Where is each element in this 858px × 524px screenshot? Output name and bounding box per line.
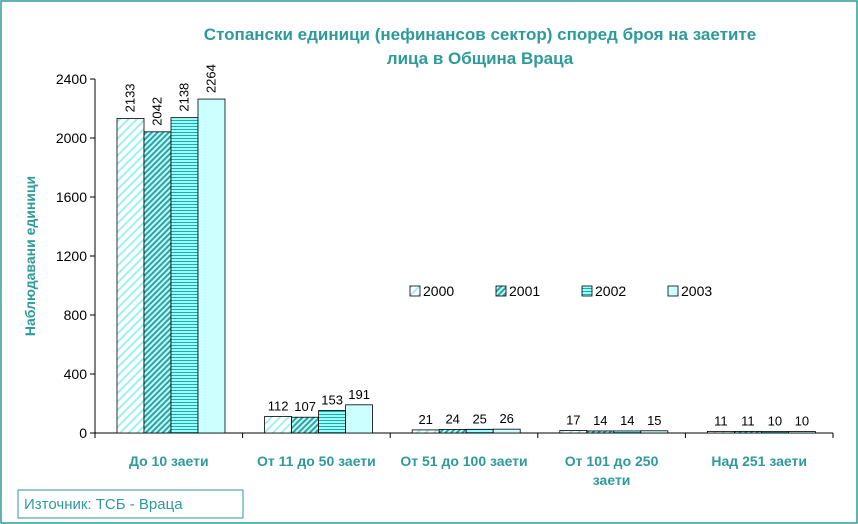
data-label: 10	[795, 414, 809, 429]
y-tick-label: 0	[79, 425, 87, 441]
bar	[318, 410, 347, 434]
data-label: 10	[768, 414, 782, 429]
bar	[788, 431, 816, 434]
legend-label: 2001	[509, 283, 540, 299]
source-box	[17, 489, 244, 519]
data-label: 2264	[204, 64, 219, 93]
data-label: 15	[647, 413, 661, 428]
bar	[170, 117, 199, 434]
chart-title: Стопански единици (нефинансов сектор) сп…	[204, 25, 756, 68]
data-label: 21	[418, 412, 432, 427]
data-label: 191	[348, 387, 370, 402]
data-label: 25	[472, 411, 486, 426]
data-label: 17	[566, 412, 580, 427]
bar	[345, 404, 374, 434]
source: Източник: ТСБ - Враца	[24, 496, 183, 513]
data-label: 2138	[177, 83, 192, 112]
legend-label: 2002	[595, 283, 626, 299]
bar	[197, 98, 226, 434]
data-label: 112	[268, 398, 289, 413]
data-label: 11	[741, 413, 755, 428]
x-tick-label: От 101 до 250 заети	[564, 453, 659, 488]
data-label: 11	[714, 413, 728, 428]
y-tick-label: 1200	[56, 248, 87, 264]
x-tick-label: От 11 до 50 заети	[257, 453, 376, 469]
legend-swatch	[495, 285, 507, 297]
bar	[559, 430, 588, 434]
y-tick-label: 1600	[56, 189, 87, 205]
bar	[613, 430, 642, 434]
data-label: 107	[294, 399, 316, 414]
data-label: 14	[593, 413, 607, 428]
bar	[465, 428, 494, 434]
x-tick-label: До 10 заети	[128, 453, 209, 469]
y-tick-label: 2400	[56, 71, 87, 87]
y-axis-label: Наблюдавани единици	[22, 176, 38, 336]
data-label: 2042	[150, 97, 165, 126]
legend-swatch	[581, 285, 593, 297]
bar	[707, 430, 735, 434]
bar	[734, 430, 762, 434]
data-label: 2133	[123, 83, 138, 112]
bar	[264, 416, 293, 434]
bar	[761, 431, 789, 434]
bar	[143, 131, 172, 434]
legend-label: 2000	[423, 283, 454, 299]
legend-swatch	[667, 285, 679, 297]
y-tick-label: 800	[64, 307, 88, 323]
bar	[438, 429, 467, 434]
data-label: 153	[321, 392, 343, 407]
bar	[116, 117, 145, 434]
legend-swatch	[409, 285, 421, 297]
y-tick-label: 400	[64, 366, 88, 382]
data-label: 24	[445, 411, 459, 426]
bar	[291, 416, 320, 434]
bar	[492, 428, 521, 434]
data-label: 14	[620, 413, 634, 428]
x-tick-label: Над 251 заети	[711, 453, 807, 469]
y-tick-label: 2000	[56, 130, 87, 146]
x-tick-label: От 51 до 100 заети	[400, 453, 528, 469]
data-label: 26	[499, 411, 513, 426]
bar	[586, 430, 615, 434]
bar	[411, 429, 440, 434]
bar	[640, 430, 669, 434]
legend-label: 2003	[681, 283, 712, 299]
